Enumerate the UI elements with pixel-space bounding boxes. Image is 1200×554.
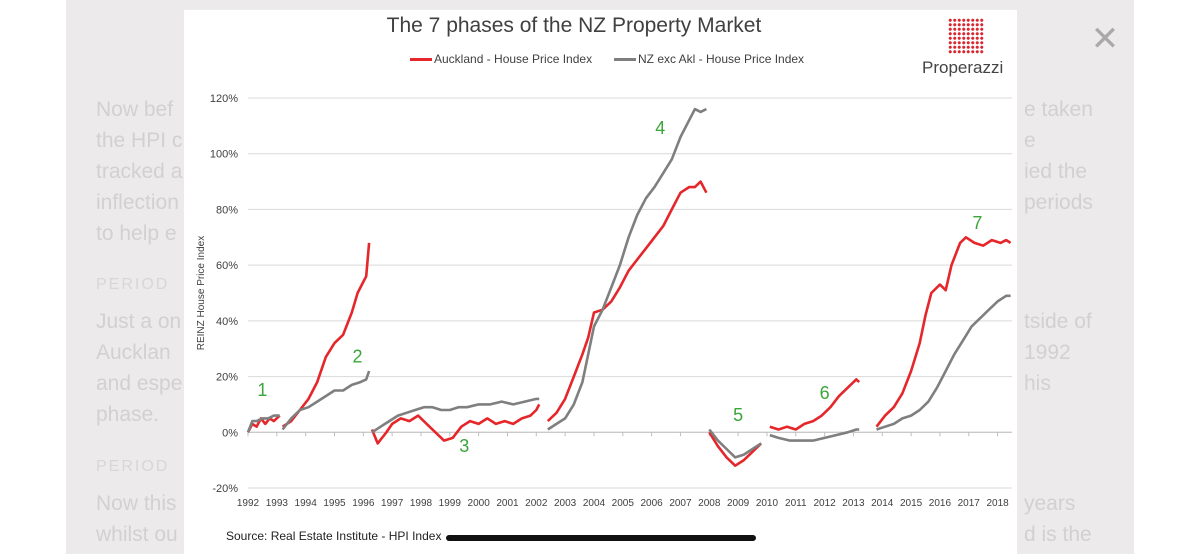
bg-line: periods bbox=[1024, 191, 1093, 214]
x-tick-label: 2012 bbox=[813, 498, 836, 509]
close-icon[interactable]: ✕ bbox=[1090, 20, 1120, 58]
bg-line: and espe bbox=[96, 372, 183, 395]
legend-swatch-nz-exc-akl bbox=[614, 57, 636, 61]
x-tick-label: 2016 bbox=[929, 498, 952, 509]
bg-line: Aucklan bbox=[96, 341, 171, 364]
x-tick-label: 2014 bbox=[871, 498, 894, 509]
phase-annotation: 2 bbox=[353, 347, 363, 367]
x-tick-label: 2006 bbox=[640, 498, 663, 509]
line-chart: -20% 0% 20% 40% 60% 80% 100% 120% 1992 1993 1994 19… bbox=[196, 93, 1012, 509]
x-tick-label: 1996 bbox=[352, 498, 375, 509]
y-tick-label: 0% bbox=[222, 427, 238, 439]
x-tick-label: 2013 bbox=[842, 498, 865, 509]
y-tick-label: 40% bbox=[216, 316, 238, 328]
x-tick-label: 2003 bbox=[554, 498, 577, 509]
nz-exc-akl-series-line bbox=[371, 397, 540, 434]
auckland-series-line bbox=[875, 236, 1012, 428]
y-axis-label: REINZ House Price Index bbox=[196, 236, 207, 351]
auckland-series-line bbox=[546, 180, 708, 423]
bg-caption-cut: Source: Real Estate Institute - HPI Inde… bbox=[150, 0, 383, 11]
x-tick-label: 2017 bbox=[958, 498, 981, 509]
legend-label-auckland: Auckland - House Price Index bbox=[434, 52, 593, 66]
left-margin bbox=[0, 0, 66, 554]
chart-source: Source: Real Estate Institute - HPI Inde… bbox=[226, 529, 442, 543]
nz-exc-akl-series-line bbox=[246, 414, 280, 433]
horizontal-scrollbar[interactable] bbox=[446, 535, 756, 541]
x-tick-label: 2009 bbox=[727, 498, 750, 509]
legend-swatch-auckland bbox=[410, 57, 432, 61]
chart-title: The 7 phases of the NZ Property Market bbox=[386, 14, 762, 37]
right-margin bbox=[1134, 0, 1200, 554]
x-tick-label: 2005 bbox=[612, 498, 635, 509]
bg-line: tracked a bbox=[96, 160, 183, 183]
legend-item-nz-exc-akl: NZ exc Akl - House Price Index bbox=[614, 52, 804, 66]
phase-annotation: 4 bbox=[655, 118, 665, 138]
phase-annotation: 7 bbox=[972, 213, 982, 233]
nz-exc-akl-series-line bbox=[281, 370, 371, 431]
y-tick-label: 60% bbox=[216, 260, 238, 272]
bg-line: phase. bbox=[96, 403, 160, 426]
x-tick-label: 1993 bbox=[266, 498, 289, 509]
x-tick-label: 1997 bbox=[381, 498, 404, 509]
x-tick-label: 2001 bbox=[496, 498, 519, 509]
logo-dots-icon bbox=[948, 18, 984, 54]
bg-line: Now this bbox=[96, 492, 177, 515]
y-tick-label: 80% bbox=[216, 204, 238, 216]
nz-exc-akl-series-line bbox=[769, 428, 860, 442]
y-tick-label: 120% bbox=[210, 93, 238, 105]
y-tick-label: -20% bbox=[212, 483, 238, 495]
bg-line: inflection bbox=[96, 191, 179, 214]
auckland-series-line bbox=[708, 431, 763, 467]
bg-line: the HPI c bbox=[96, 129, 183, 152]
auckland-series-line bbox=[370, 403, 541, 445]
bg-line: e taken bbox=[1024, 98, 1093, 121]
x-tick-label: 2007 bbox=[669, 498, 692, 509]
bg-line: Just a on bbox=[96, 310, 182, 333]
x-tick-label: 1995 bbox=[323, 498, 346, 509]
x-tick-label: 2004 bbox=[583, 498, 606, 509]
x-tick-label: 2002 bbox=[525, 498, 548, 509]
bg-line: ied the bbox=[1024, 160, 1088, 183]
x-tick-label: 1992 bbox=[237, 498, 260, 509]
chart-image-panel: The 7 phases of the NZ Property Market A… bbox=[184, 10, 1017, 554]
y-tick-label: 20% bbox=[216, 372, 238, 384]
x-tick-label: 2018 bbox=[986, 498, 1009, 509]
bg-line: d is the bbox=[1024, 523, 1092, 546]
nz-exc-akl-series-line bbox=[876, 294, 1011, 431]
x-tick-label: 2008 bbox=[698, 498, 721, 509]
x-tick-label: 1998 bbox=[410, 498, 433, 509]
bg-period-label: PERIOD bbox=[96, 276, 170, 293]
auckland-series-line bbox=[281, 242, 371, 428]
x-tick-label: 2000 bbox=[468, 498, 491, 509]
bg-line: e bbox=[1024, 129, 1036, 152]
x-tick-label: 1994 bbox=[295, 498, 318, 509]
bg-line: to help e bbox=[96, 222, 177, 245]
logo-text: Properazzi bbox=[922, 58, 1004, 77]
phase-annotation: 1 bbox=[257, 380, 267, 400]
nz-exc-akl-series-line bbox=[708, 428, 762, 459]
phase-annotation: 5 bbox=[733, 405, 743, 425]
bg-period-label: PERIOD bbox=[96, 458, 170, 475]
bg-line: whilst ou bbox=[96, 523, 178, 546]
bg-line: 1992 bbox=[1024, 341, 1071, 364]
x-tick-label: 2015 bbox=[900, 498, 923, 509]
bg-line: years bbox=[1024, 492, 1076, 515]
nz-exc-akl-series-line bbox=[547, 107, 707, 431]
bg-line: his bbox=[1024, 372, 1051, 395]
x-tick-label: 2010 bbox=[756, 498, 779, 509]
auckland-series-line bbox=[769, 378, 861, 431]
bg-line: Now bef bbox=[96, 98, 174, 121]
x-tick-label: 2011 bbox=[785, 498, 807, 509]
legend-label-nz-exc-akl: NZ exc Akl - House Price Index bbox=[638, 52, 805, 66]
x-tick-label: 1999 bbox=[439, 498, 462, 509]
auckland-series-line bbox=[246, 414, 281, 433]
y-tick-label: 100% bbox=[210, 149, 238, 161]
legend-item-auckland: Auckland - House Price Index bbox=[410, 52, 592, 66]
bg-line: tside of bbox=[1024, 310, 1092, 333]
phase-annotation: 3 bbox=[459, 436, 469, 456]
phase-annotation: 6 bbox=[820, 383, 830, 403]
